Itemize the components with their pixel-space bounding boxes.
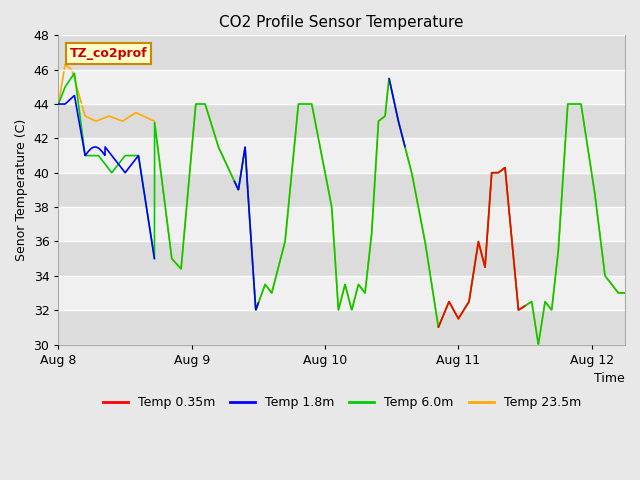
Bar xyxy=(58,104,625,138)
X-axis label: Time: Time xyxy=(595,372,625,385)
Legend: Temp 0.35m, Temp 1.8m, Temp 6.0m, Temp 23.5m: Temp 0.35m, Temp 1.8m, Temp 6.0m, Temp 2… xyxy=(97,391,586,414)
Text: TZ_co2prof: TZ_co2prof xyxy=(70,47,147,60)
Bar xyxy=(58,310,625,345)
Y-axis label: Senor Temperature (C): Senor Temperature (C) xyxy=(15,119,28,261)
Bar xyxy=(58,241,625,276)
Title: CO2 Profile Sensor Temperature: CO2 Profile Sensor Temperature xyxy=(220,15,464,30)
Bar xyxy=(58,36,625,70)
Bar xyxy=(58,173,625,207)
